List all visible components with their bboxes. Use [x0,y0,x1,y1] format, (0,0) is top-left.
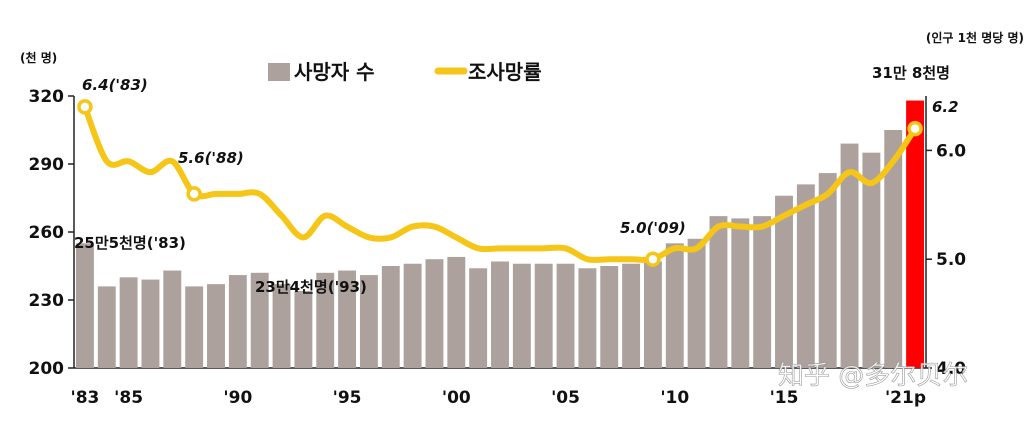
bar-'03 [512,263,531,368]
watermark: 知乎 @多尔贝尔 [778,361,968,391]
x-tick-'05: '05 [551,388,580,408]
y-left-tick-200: 200 [29,359,65,379]
bar-'10 [665,243,684,368]
rate-line-group [77,99,923,267]
bar-'84 [97,286,116,368]
bar-'09 [643,261,662,368]
bar-'02 [491,261,509,368]
legend: 사망자 수 조사망률 [268,60,542,84]
bar-'04 [534,263,553,368]
bar-'83 [75,243,94,368]
bar-'91 [250,272,269,368]
rate-marker-'83 [77,99,93,115]
bar-'01 [469,268,488,368]
y-left-tick-260: 260 [29,223,65,243]
bar-'05 [556,263,575,368]
legend-bar-swatch [268,63,290,81]
rate-marker-'88 [186,186,202,202]
x-tick-'83: '83 [70,388,99,408]
x-tick-'85: '85 [114,388,143,408]
bar-'94 [316,272,335,368]
legend-line-label: 조사망률 [468,60,542,84]
annotation-rate-2009: 5.0('09) [620,219,686,237]
bar-'18 [840,143,859,368]
y-right-tick-6.0: 6.0 [936,141,966,161]
rate-marker-'21p [907,120,923,137]
rate-marker-'09 [645,251,661,267]
left-unit-label: (천 명) [20,50,57,65]
bar-'00 [447,256,466,368]
bar-'98 [403,263,422,368]
bar-'95 [338,270,357,368]
x-tick-'00: '00 [442,388,471,408]
bar-'07 [600,266,619,368]
y-right-tick-5.0: 5.0 [936,250,966,270]
x-tick-'15: '15 [770,388,799,408]
x-tick-'95: '95 [333,388,362,408]
legend-bar-label: 사망자 수 [294,60,375,84]
bar-'14 [753,216,772,368]
bar-'88 [185,286,204,368]
annotation-rate-1988: 5.6('88) [178,149,244,167]
annotation-bar-first: 25만5천명('83) [74,234,186,252]
bar-'13 [731,218,750,368]
right-unit-label: (인구 1천 명당 명) [926,30,1024,45]
bar-'97 [381,266,400,368]
annotation-rate-last: 6.2 [932,98,959,116]
bar-'08 [622,263,641,368]
bar-'96 [359,275,378,368]
bar-'11 [687,238,706,368]
bar-'99 [425,259,444,368]
bar-'06 [578,268,597,368]
x-tick-'10: '10 [660,388,689,408]
bar-'87 [163,270,182,368]
bar-'89 [207,284,225,368]
bar-'90 [228,275,247,368]
annotation-bar-last: 31만 8천명 [872,64,950,82]
x-tick-'90: '90 [223,388,252,408]
y-left-tick-320: 320 [29,87,65,107]
bar-'93 [294,290,313,368]
ticks-group: 200 230 260 290 320 4.0 5.0 6.0 '83 '85 '90 '95 '00 '… [29,87,967,408]
bar-'21p [906,100,925,369]
bar-'92 [272,284,291,368]
rate-line [81,103,919,263]
y-left-tick-290: 290 [29,155,65,175]
bar-'19 [862,152,881,368]
bar-'85 [119,277,138,368]
bar-'15 [775,195,793,368]
x-tick-'21p: '21p [885,388,926,408]
bars-group [75,100,925,369]
bar-'12 [709,216,728,368]
bar-'16 [796,184,815,368]
annotation-bar-1993: 23만4천명('93) [255,278,367,296]
bar-'86 [141,279,160,368]
y-right-tick-4.0: 4.0 [936,359,966,379]
bar-'20 [884,130,903,368]
y-left-tick-230: 230 [29,291,65,311]
annotation-rate-1983: 6.4('83) [82,76,148,94]
bar-'17 [818,173,837,368]
